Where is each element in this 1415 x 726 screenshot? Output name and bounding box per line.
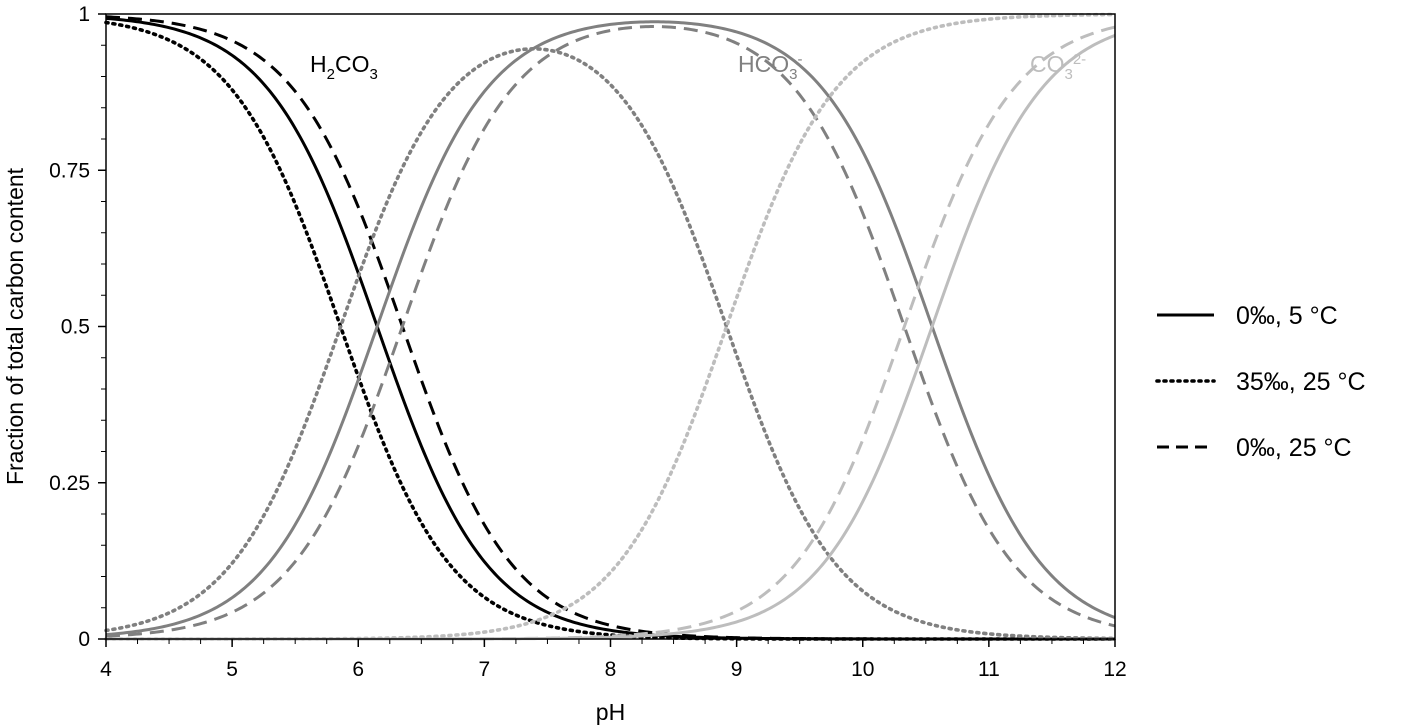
- legend: 0‰, 5 °C 35‰, 25 °C 0‰, 25 °C: [1155, 302, 1366, 462]
- species-label: HCO3-: [738, 51, 802, 83]
- curve-co32-dashed: [106, 25, 1116, 641]
- x-tick-label: 4: [100, 658, 112, 681]
- curve-hco3-dotted: [104, 47, 1117, 641]
- legend-label: 0‰, 25 °C: [1236, 434, 1352, 462]
- y-axis-title: Fraction of total carbon content: [2, 167, 28, 485]
- x-tick-label: 10: [851, 658, 874, 681]
- y-tick-label: 0.75: [49, 159, 90, 182]
- x-tick-label: 12: [1103, 658, 1126, 681]
- species-label: H2CO3: [310, 51, 378, 83]
- curve-h2co3-dashed: [105, 15, 1115, 641]
- y-tick-label: 0.5: [61, 316, 90, 339]
- curve-hco3-dashed: [105, 25, 1116, 638]
- species-label-part: 2-: [1073, 51, 1086, 68]
- x-tick-label: 6: [352, 658, 364, 681]
- species-label-part: CO: [1030, 51, 1065, 77]
- species-label-part: 3: [789, 66, 797, 83]
- legend-label: 35‰, 25 °C: [1236, 368, 1366, 396]
- plot-frame: [105, 13, 1116, 640]
- plot-curves: [104, 12, 1117, 641]
- species-label-part: 3: [1065, 66, 1073, 83]
- species-label-part: 2: [327, 66, 335, 83]
- species-label-part: CO: [335, 51, 370, 77]
- x-axis: 4 5 6 7 8 9 10 11 12: [100, 639, 1127, 681]
- species-label-part: 3: [369, 66, 377, 83]
- y-tick-label: 1: [78, 3, 90, 26]
- y-axis: 0 0.25 0.5 0.75 1: [49, 3, 106, 651]
- species-label: CO32-: [1030, 51, 1086, 83]
- x-tick-label: 7: [479, 658, 491, 681]
- curve-hco3-solid: [105, 20, 1116, 637]
- y-tick-label: 0.25: [49, 472, 90, 495]
- legend-label: 0‰, 5 °C: [1236, 302, 1338, 330]
- x-tick-label: 5: [226, 658, 238, 681]
- species-label-part: H: [310, 51, 327, 77]
- x-tick-label: 9: [731, 658, 743, 681]
- species-labels: H2CO3 HCO3- CO32-: [310, 51, 1086, 83]
- x-tick-label: 11: [978, 658, 1000, 681]
- y-tick-label: 0: [78, 628, 90, 651]
- curve-co32-dotted: [104, 12, 1117, 641]
- curve-h2co3-solid: [105, 16, 1115, 641]
- species-label-part: HCO: [738, 51, 789, 77]
- x-axis-title: pH: [596, 699, 625, 725]
- curve-h2co3-dotted: [104, 20, 1117, 641]
- x-tick-label: 8: [605, 658, 617, 681]
- species-label-part: -: [797, 51, 802, 68]
